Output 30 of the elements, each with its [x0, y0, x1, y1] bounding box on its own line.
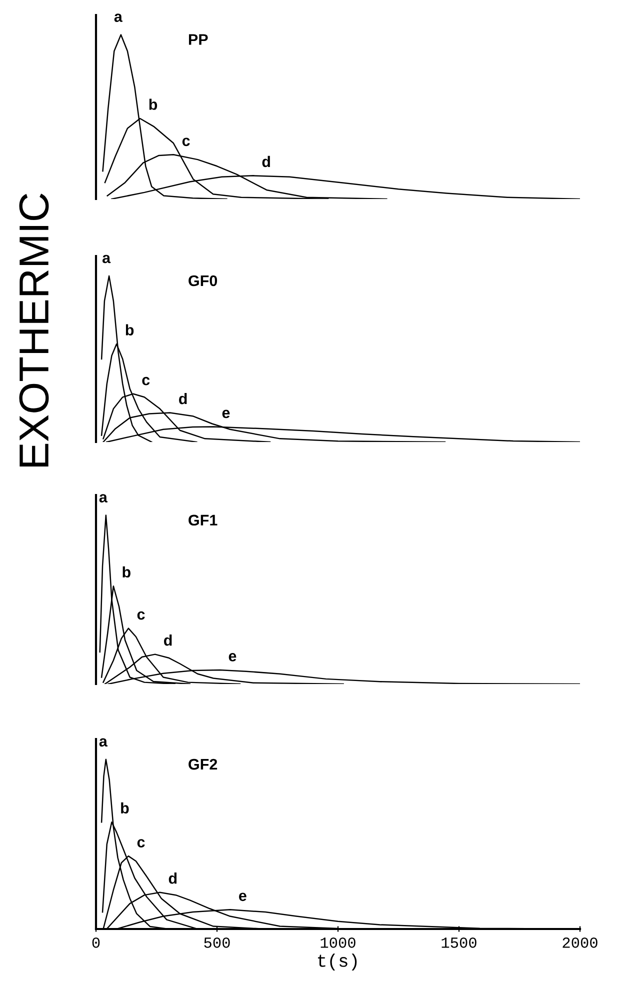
- series-label: d: [164, 634, 172, 646]
- chart-title: GF2: [188, 758, 218, 770]
- series-label: b: [121, 802, 129, 814]
- series-label: d: [168, 872, 177, 884]
- x-axis-title: t(s): [318, 954, 357, 970]
- series-label: c: [137, 839, 145, 848]
- x-tick-label: 1500: [442, 937, 476, 948]
- series-label: c: [137, 611, 145, 620]
- y-axis-title: EXOTHERMIC: [19, 194, 49, 466]
- series-label: a: [99, 738, 108, 747]
- chart-title: PP: [188, 34, 208, 45]
- series-label: b: [122, 566, 130, 578]
- series-label: d: [262, 156, 270, 168]
- series-label: e: [228, 653, 236, 662]
- series-label: c: [142, 376, 150, 386]
- x-tick-label: 500: [204, 937, 230, 948]
- x-tick-label: 1000: [320, 937, 356, 948]
- series-label: a: [114, 14, 122, 22]
- chart-title: GF1: [188, 514, 218, 526]
- chart-title: GF0: [188, 275, 218, 286]
- series-label: a: [102, 254, 111, 264]
- series-label: b: [149, 98, 158, 110]
- x-tick-label: 0: [92, 937, 100, 948]
- series-label: a: [99, 494, 108, 503]
- series-label: e: [239, 892, 246, 902]
- x-tick-label: 2000: [562, 937, 598, 948]
- series-label: c: [182, 138, 190, 146]
- series-label: d: [179, 392, 187, 404]
- series-label: e: [222, 410, 230, 418]
- series-label: b: [126, 324, 134, 336]
